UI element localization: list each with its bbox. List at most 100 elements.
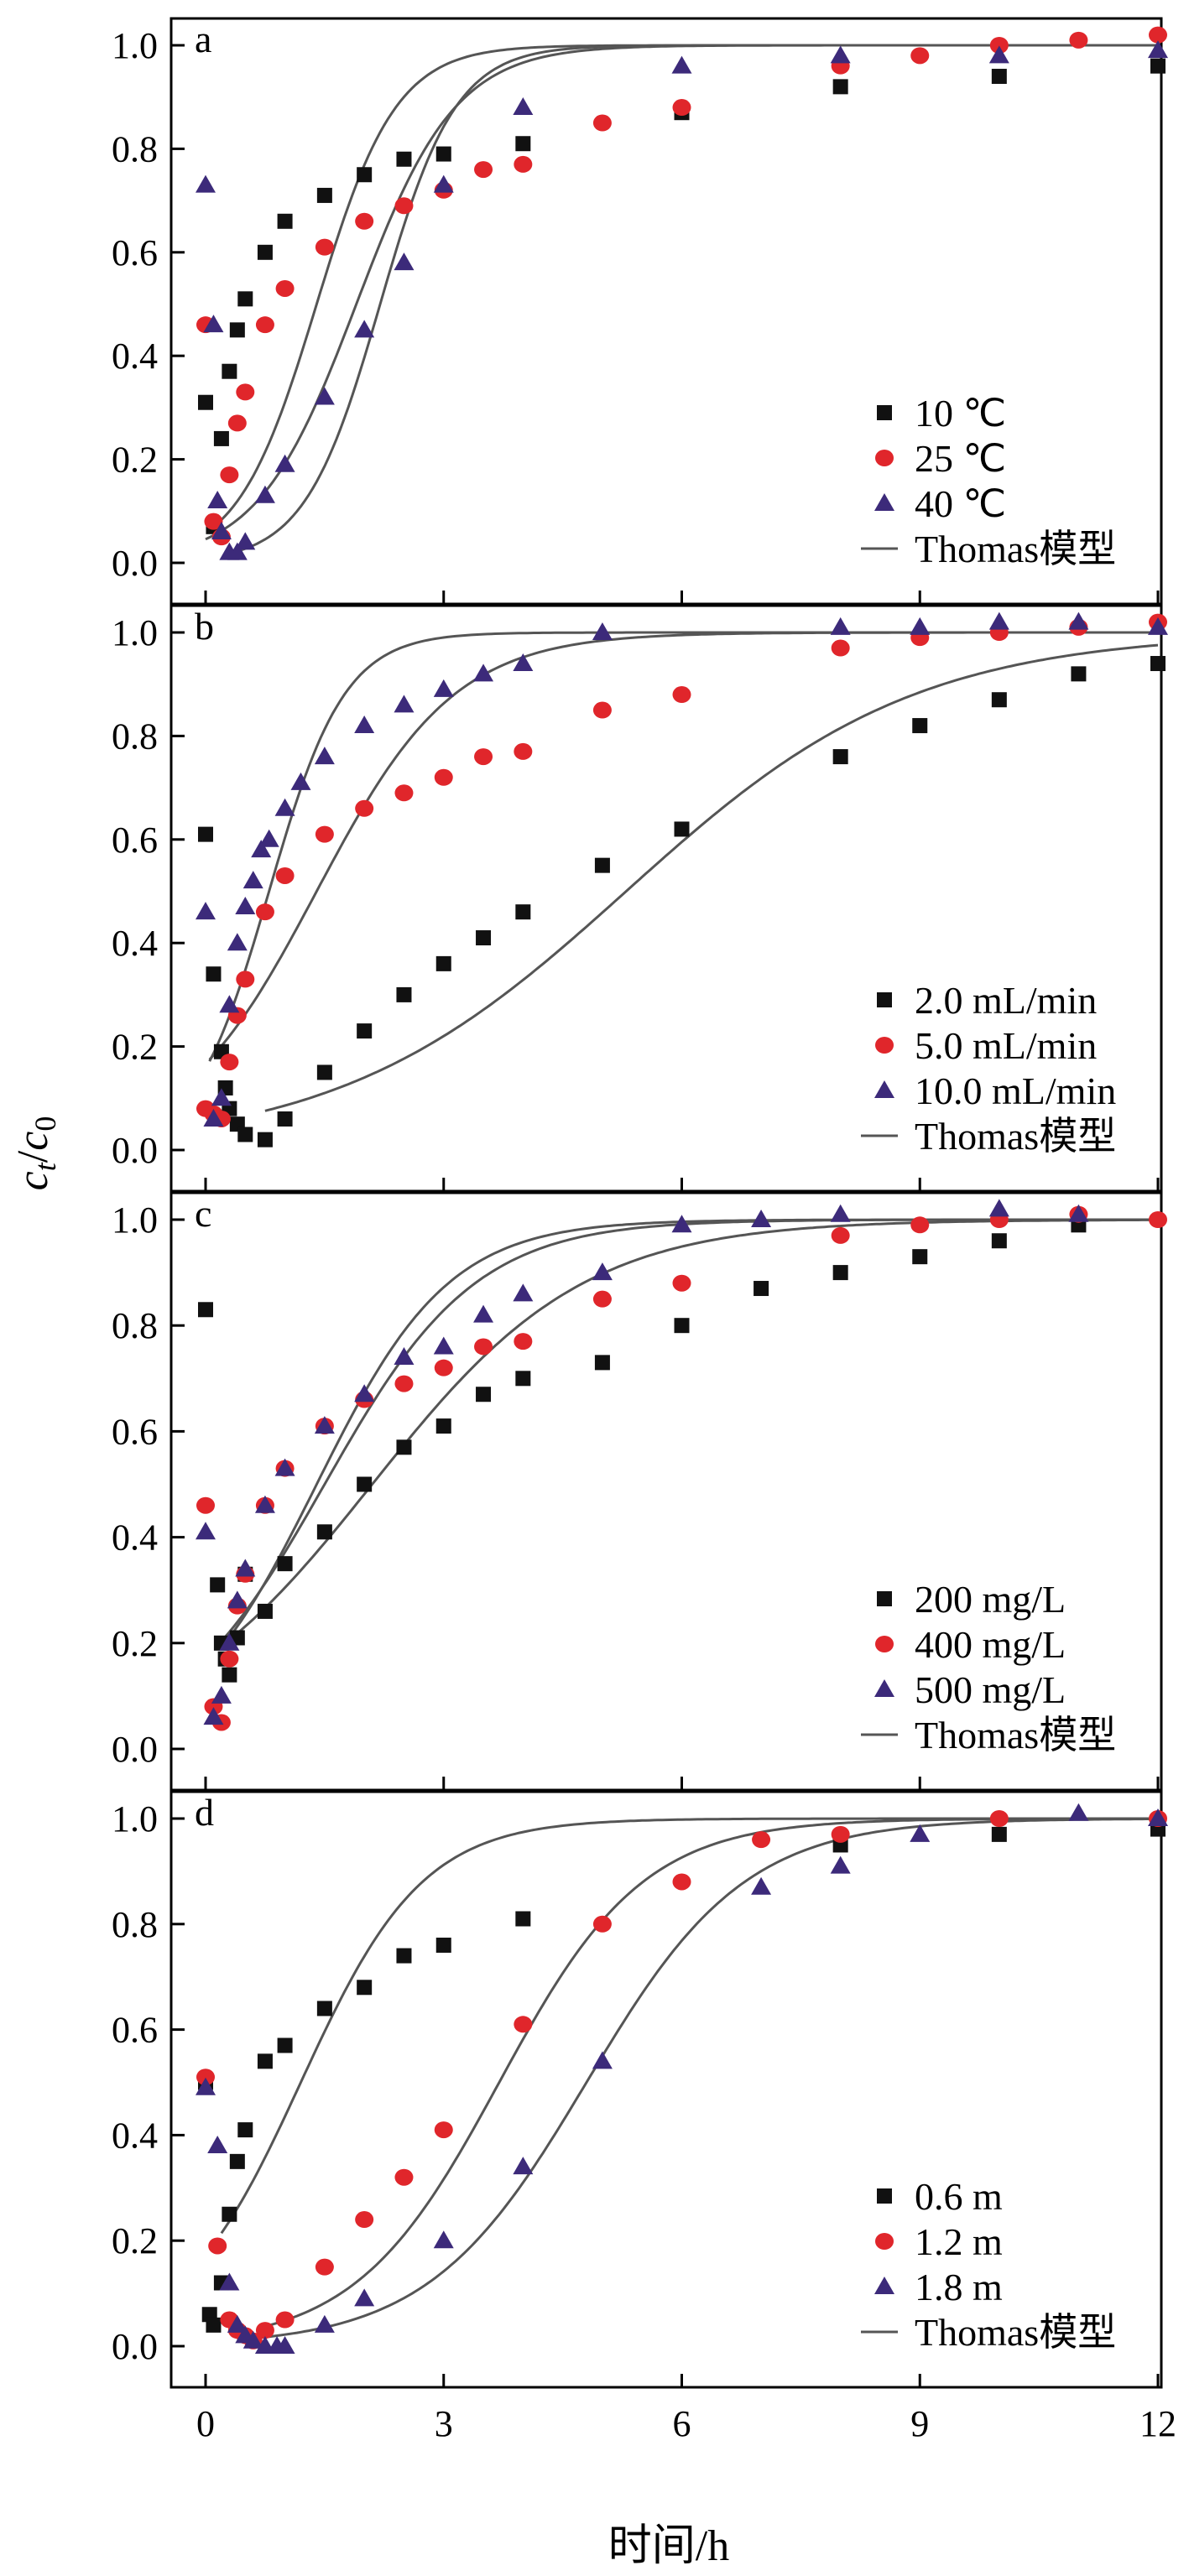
y-axis-title: ct/c0	[9, 1116, 62, 1191]
data-point	[592, 1290, 612, 1308]
data-point	[277, 1111, 293, 1127]
data-point	[355, 212, 374, 230]
data-point	[1150, 58, 1166, 74]
data-point	[219, 1632, 240, 1651]
x-tick-label: 6	[673, 2403, 691, 2444]
y-axis-title-0: 0	[29, 1116, 62, 1132]
data-point	[275, 279, 295, 297]
data-point	[912, 1249, 928, 1265]
data-point	[211, 1088, 232, 1106]
y-tick-label: 0.2	[112, 440, 158, 481]
data-point	[594, 857, 610, 873]
data-point	[832, 1265, 848, 1281]
data-point	[315, 825, 334, 843]
data-point	[236, 383, 255, 401]
panel-letter-b: b	[195, 605, 214, 648]
data-point	[257, 2053, 273, 2069]
legend-label: 400 mg/L	[915, 1623, 1066, 1666]
series-3	[196, 1803, 1168, 2354]
data-point	[435, 1418, 451, 1434]
data-point	[1068, 1803, 1089, 1821]
data-point	[515, 904, 531, 920]
data-point	[203, 315, 224, 333]
data-point	[210, 1577, 226, 1593]
data-point	[592, 114, 612, 132]
data-point	[227, 414, 247, 432]
data-point	[830, 617, 851, 635]
data-point	[277, 1556, 293, 1572]
data-point	[674, 1318, 690, 1334]
data-point	[257, 1603, 273, 1619]
data-point	[1068, 611, 1089, 630]
x-tick-label: 9	[910, 2403, 929, 2444]
data-point	[592, 2051, 613, 2069]
data-point	[435, 1937, 451, 1953]
legend-label: 0.6 m	[915, 2175, 1003, 2218]
data-point	[592, 701, 612, 719]
data-point	[754, 1281, 769, 1297]
legend-label: Thomas模型	[915, 528, 1116, 570]
data-point	[831, 1226, 850, 1244]
data-point	[1149, 26, 1167, 44]
data-point	[394, 784, 414, 802]
data-point	[433, 679, 454, 697]
series-3	[196, 1199, 1089, 1725]
data-point	[314, 747, 335, 765]
data-point	[396, 151, 412, 167]
data-point	[434, 2121, 453, 2139]
data-point	[988, 611, 1009, 630]
data-point	[434, 768, 453, 786]
legend-label: 2.0 mL/min	[915, 979, 1097, 1022]
data-point	[203, 1108, 224, 1127]
y-tick-label: 0.0	[112, 2326, 158, 2367]
data-point	[752, 1831, 771, 1849]
data-point	[254, 485, 275, 503]
data-point	[220, 466, 239, 484]
y-axis-title-c0: c	[9, 1132, 57, 1151]
data-point	[1148, 1808, 1168, 1826]
data-point	[592, 622, 613, 640]
y-axis-title-slash: /	[9, 1150, 57, 1163]
data-point	[357, 1980, 373, 1996]
data-point	[354, 2288, 375, 2307]
data-point	[514, 1333, 533, 1350]
y-tick-label: 0.4	[112, 2115, 158, 2156]
data-point	[474, 161, 493, 179]
data-point	[227, 542, 248, 560]
data-point	[514, 742, 533, 760]
data-point	[989, 1810, 1009, 1827]
data-point	[830, 1204, 851, 1222]
data-point	[394, 695, 415, 713]
data-point	[474, 1338, 493, 1356]
data-point	[254, 1495, 275, 1513]
legend-label: 200 mg/L	[915, 1578, 1066, 1621]
data-point	[435, 955, 451, 971]
legend-label: 40 ℃	[915, 482, 1006, 525]
legend-marker	[874, 493, 894, 511]
data-point	[751, 1876, 772, 1895]
data-point	[394, 1375, 414, 1392]
legend-label: Thomas模型	[915, 1115, 1116, 1158]
data-point	[592, 1262, 613, 1281]
data-point	[672, 1274, 691, 1292]
y-tick-label: 0.6	[112, 820, 158, 861]
thomas-curve-3	[229, 44, 1158, 555]
data-point	[275, 866, 295, 884]
data-point	[220, 1054, 239, 1071]
y-tick-label: 0.6	[112, 232, 158, 273]
data-point	[258, 829, 279, 847]
data-point	[235, 532, 256, 550]
data-point	[515, 1371, 531, 1387]
data-point	[227, 933, 248, 951]
data-point	[314, 387, 335, 405]
data-point	[831, 1825, 850, 1843]
data-point	[354, 320, 375, 338]
data-point	[237, 1127, 253, 1142]
data-point	[476, 930, 492, 946]
data-point	[255, 2322, 274, 2339]
data-point	[355, 2211, 374, 2229]
data-point	[433, 1336, 454, 1355]
y-tick-label: 0.8	[112, 1305, 158, 1346]
